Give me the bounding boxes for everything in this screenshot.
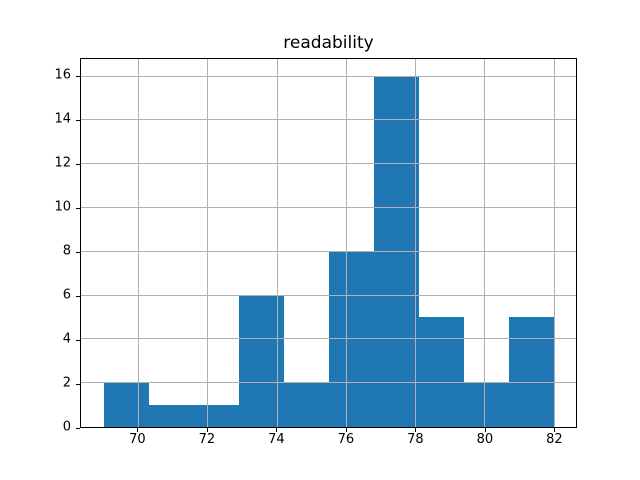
x-tick-label: 82	[546, 432, 563, 447]
gridline-horizontal	[81, 119, 576, 121]
gridline-vertical	[276, 59, 278, 427]
histogram-bar	[508, 317, 554, 427]
histogram-bar	[373, 76, 419, 427]
y-tick-label: 12	[54, 155, 71, 171]
y-tick-mark	[76, 339, 80, 341]
gridline-horizontal	[81, 338, 576, 340]
x-tick-mark	[206, 428, 208, 432]
histogram-bar	[283, 383, 329, 427]
gridline-vertical	[345, 59, 347, 427]
x-tick-label: 78	[407, 432, 424, 447]
gridline-horizontal	[81, 75, 576, 77]
y-tick-label: 6	[62, 287, 71, 303]
histogram-bar	[193, 405, 239, 427]
y-tick-label: 8	[62, 243, 71, 259]
gridline-horizontal	[81, 163, 576, 165]
y-tick-mark	[76, 207, 80, 209]
gridline-vertical	[415, 59, 417, 427]
x-tick-label: 70	[129, 432, 146, 447]
gridline-vertical	[207, 59, 209, 427]
x-tick-label: 74	[268, 432, 285, 447]
histogram-bar	[463, 383, 509, 427]
plot-area	[80, 58, 577, 428]
x-tick-label: 76	[337, 432, 355, 447]
histogram-bar	[238, 295, 284, 427]
gridline-vertical	[484, 59, 486, 427]
y-tick-mark	[76, 428, 80, 429]
x-tick-mark	[415, 428, 417, 432]
y-tick-mark	[76, 295, 80, 297]
gridline-horizontal	[81, 382, 576, 384]
y-tick-label: 10	[54, 199, 71, 215]
x-tick-mark	[276, 428, 278, 432]
gridline-horizontal	[81, 294, 576, 296]
histogram-bar	[418, 317, 464, 427]
gridline-vertical	[553, 59, 555, 427]
x-tick-mark	[345, 428, 347, 432]
y-tick-label: 4	[62, 331, 71, 347]
y-tick-label: 16	[54, 67, 71, 83]
y-tick-label: 2	[62, 375, 71, 391]
x-tick-mark	[484, 428, 486, 432]
x-tick-mark	[137, 428, 139, 432]
y-tick-mark	[76, 251, 80, 253]
chart-title: readability	[283, 33, 374, 53]
x-tick-label: 72	[198, 432, 216, 447]
gridline-horizontal	[81, 206, 576, 208]
y-tick-mark	[76, 75, 80, 77]
y-tick-mark	[76, 163, 80, 165]
gridline-vertical	[138, 59, 140, 427]
y-tick-label: 0	[62, 419, 71, 435]
histogram-bar	[103, 383, 149, 427]
y-tick-label: 14	[54, 111, 71, 127]
gridline-horizontal	[81, 250, 576, 252]
y-tick-mark	[76, 383, 80, 385]
y-tick-mark	[76, 119, 80, 121]
x-tick-label: 80	[476, 432, 494, 447]
histogram-bar	[148, 405, 194, 427]
x-tick-mark	[554, 428, 556, 432]
